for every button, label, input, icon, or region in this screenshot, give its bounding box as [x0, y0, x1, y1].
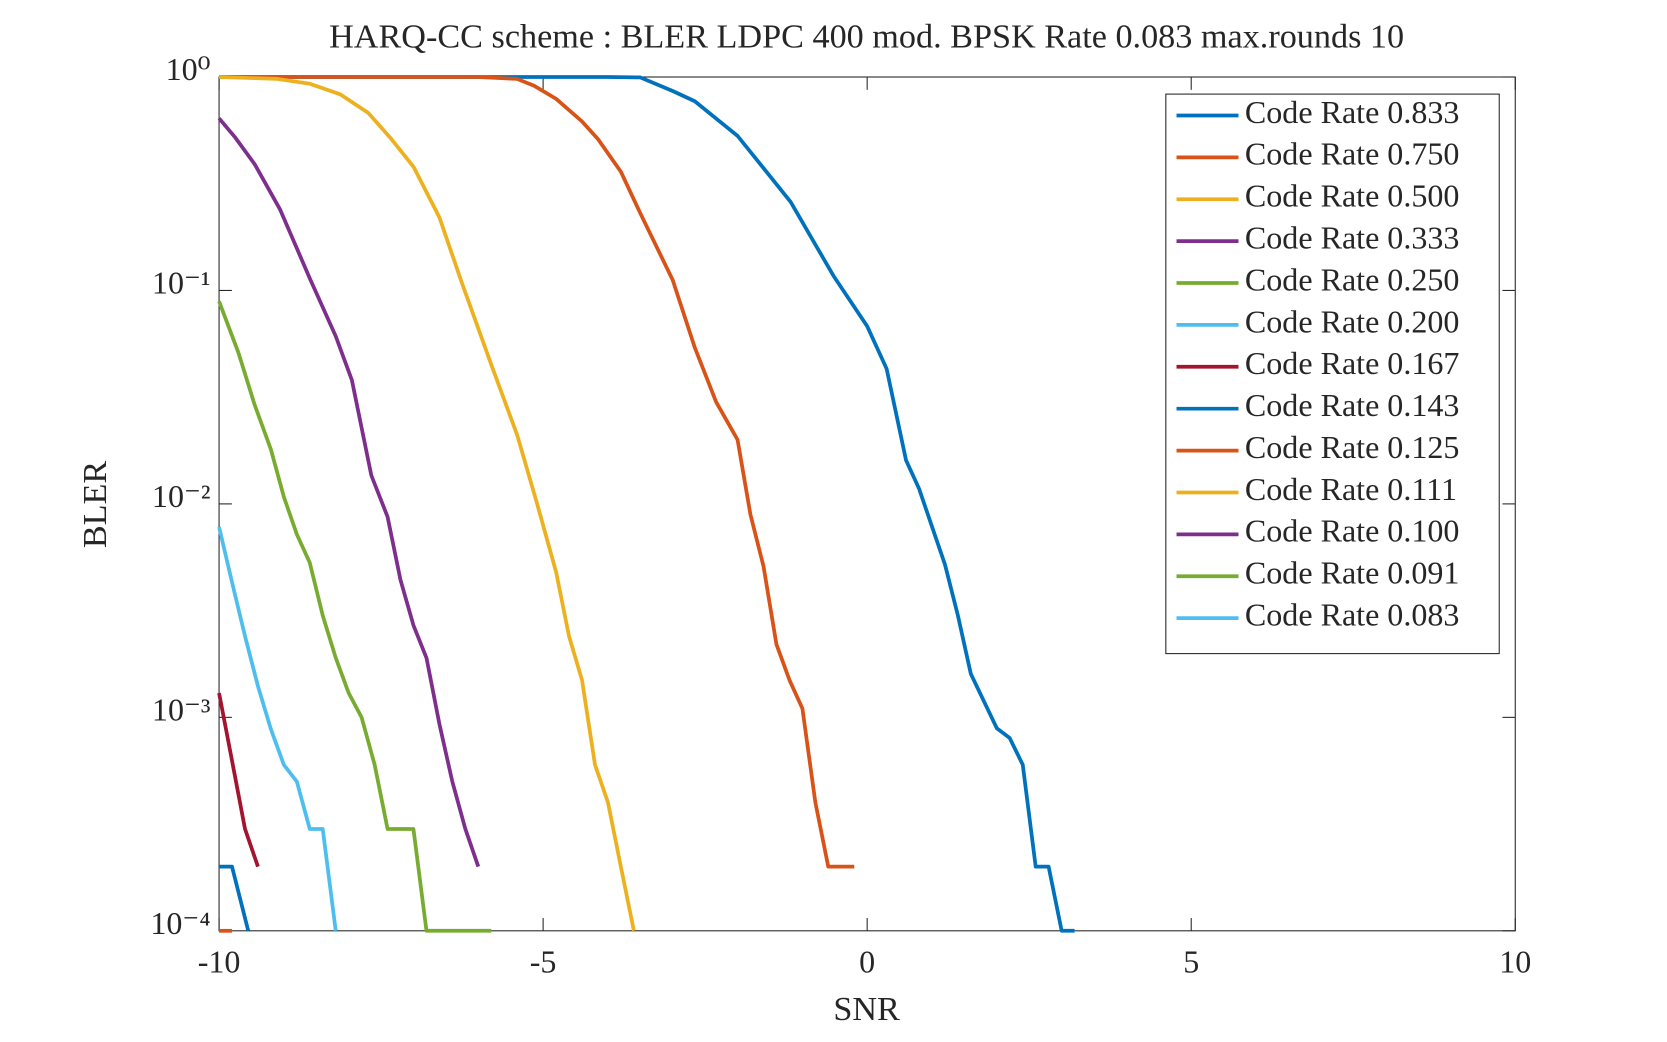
- legend-label: Code Rate 0.091: [1245, 555, 1460, 591]
- legend-label: Code Rate 0.083: [1245, 596, 1460, 632]
- legend-label: Code Rate 0.167: [1245, 345, 1460, 381]
- chart-title: HARQ-CC scheme : BLER LDPC 400 mod. BPSK…: [329, 18, 1404, 55]
- legend-label: Code Rate 0.200: [1245, 303, 1460, 339]
- series-line: [219, 75, 1075, 933]
- x-tick-label: 10: [1499, 943, 1531, 979]
- legend-label: Code Rate 0.750: [1245, 136, 1460, 172]
- y-axis-label: BLER: [77, 461, 114, 549]
- series-line: [218, 75, 636, 932]
- series-line: [219, 864, 251, 932]
- series-line: [217, 692, 260, 868]
- x-tick-label: 5: [1183, 943, 1199, 979]
- legend-label: Code Rate 0.250: [1245, 261, 1460, 297]
- legend-box: [1165, 93, 1500, 655]
- y-tick-label: 10⁻³: [152, 691, 211, 727]
- series-line: [217, 300, 492, 933]
- legend-label: Code Rate 0.333: [1245, 219, 1460, 255]
- legend-label: Code Rate 0.111: [1245, 471, 1457, 507]
- y-tick-label: 10⁻¹: [152, 265, 211, 301]
- y-tick-label: 10⁰: [166, 51, 211, 87]
- legend-label: Code Rate 0.500: [1245, 178, 1460, 214]
- x-tick-label: 0: [859, 943, 875, 979]
- y-tick-label: 10⁻²: [152, 478, 211, 514]
- x-axis-label: SNR: [833, 991, 900, 1028]
- series-line: [217, 526, 338, 932]
- legend-label: Code Rate 0.125: [1245, 429, 1460, 465]
- legend-label: Code Rate 0.833: [1245, 94, 1460, 130]
- series-line: [217, 117, 481, 868]
- y-tick-label: 10⁻⁴: [150, 905, 210, 941]
- legend-label: Code Rate 0.143: [1245, 387, 1460, 423]
- x-tick-label: -5: [530, 943, 557, 979]
- x-tick-label: -10: [198, 943, 241, 979]
- series-line: [219, 75, 855, 869]
- legend-label: Code Rate 0.100: [1245, 513, 1460, 549]
